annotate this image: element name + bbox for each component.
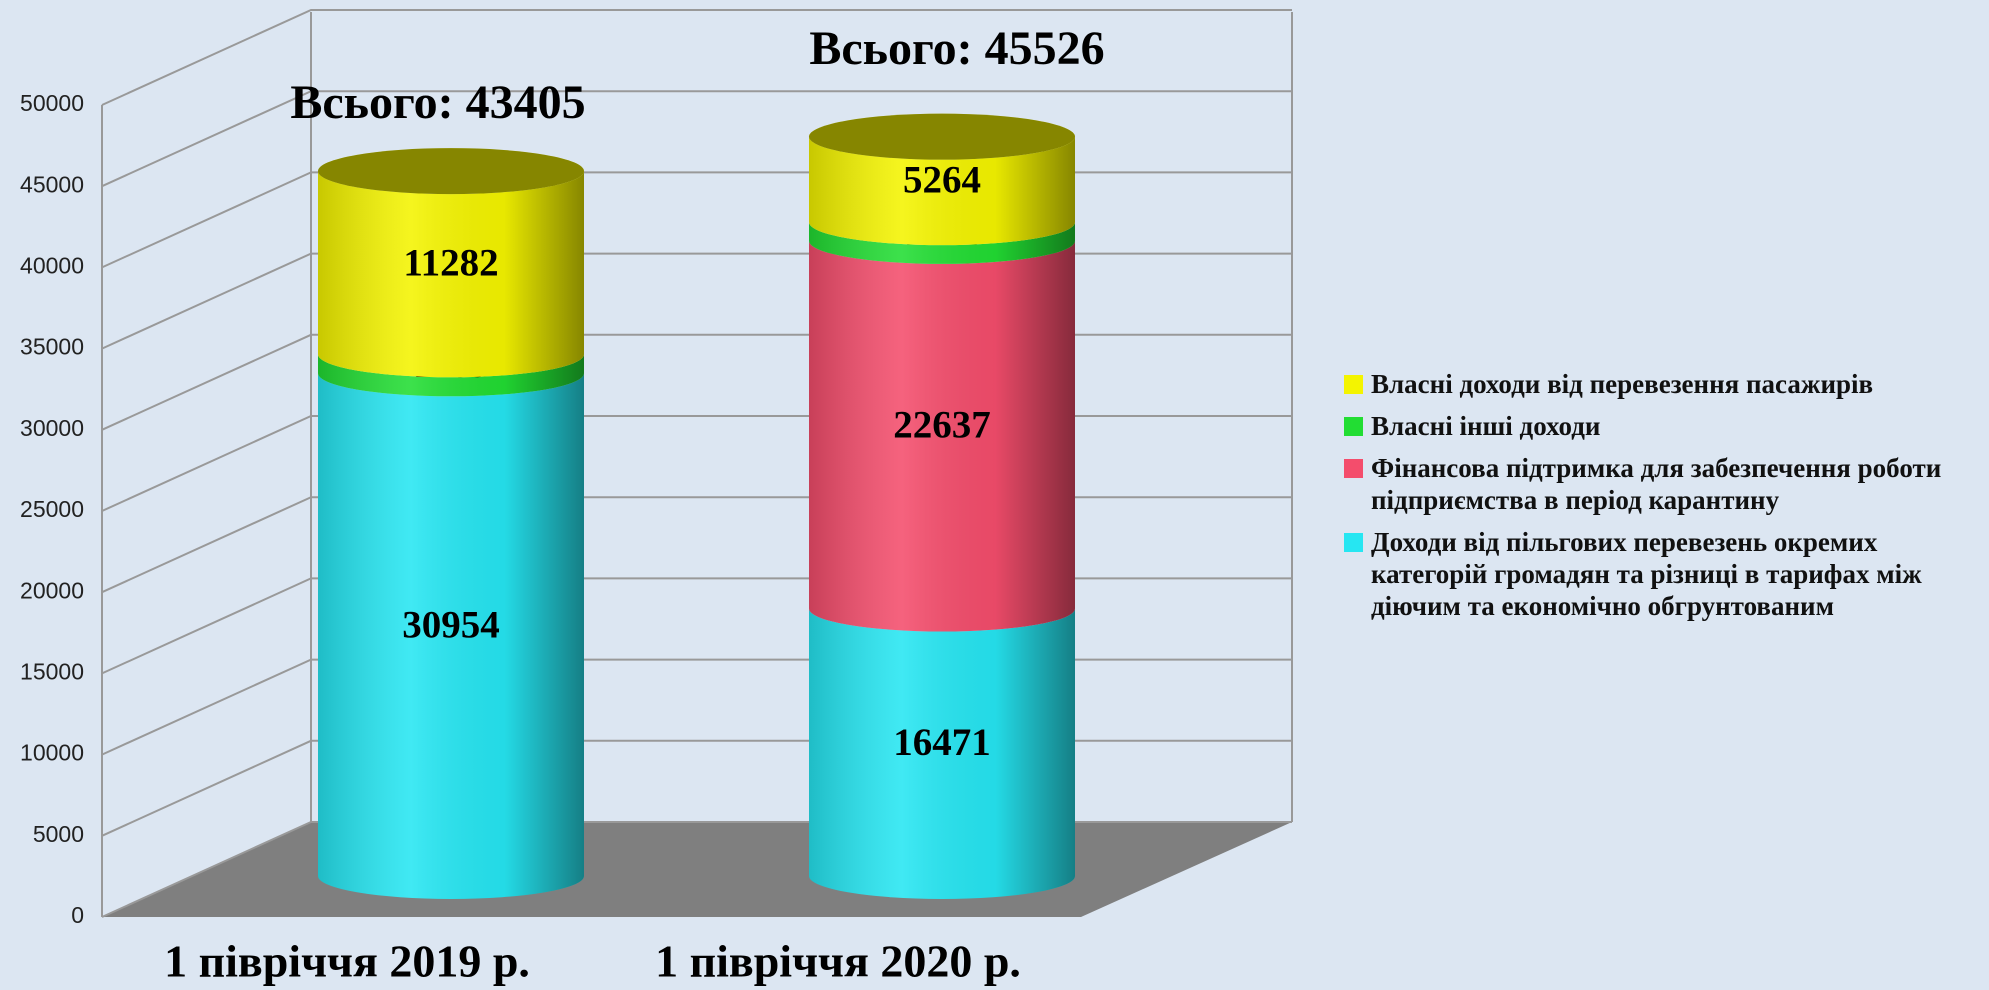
- bar-shading: [318, 171, 584, 378]
- y-tick-label: 25000: [20, 496, 84, 522]
- value-label: 22637: [893, 404, 991, 447]
- value-label: 30954: [402, 604, 500, 647]
- x-tick-label: 1 півріччя 2020 р.: [655, 936, 1021, 987]
- y-tick-label: 5000: [33, 821, 84, 847]
- legend-item: Власні інші доходи: [1344, 410, 1984, 442]
- legend-item: Власні доходи від перевезення пасажирів: [1344, 368, 1984, 400]
- legend-swatch: [1344, 375, 1363, 394]
- grid-line: [101, 90, 1292, 188]
- bar-shading: [809, 608, 1075, 899]
- legend-item: Фінансова підтримка для забезпечення роб…: [1344, 452, 1984, 516]
- grid-line: [101, 9, 1292, 106]
- bar-shading: [809, 240, 1075, 632]
- bar-shading: [318, 373, 584, 899]
- legend-swatch: [1344, 533, 1363, 552]
- y-tick-label: 10000: [20, 740, 84, 766]
- y-tick-label: 45000: [20, 171, 84, 197]
- bar-top: [318, 148, 584, 195]
- legend-swatch: [1344, 459, 1363, 478]
- y-tick-label: 35000: [20, 334, 84, 360]
- bar-top: [809, 113, 1075, 160]
- y-tick-label: 20000: [20, 577, 84, 603]
- value-label: 5264: [903, 158, 981, 201]
- value-label: 16471: [893, 721, 991, 764]
- x-tick-label: 1 півріччя 2019 р.: [164, 936, 530, 987]
- y-tick-label: 50000: [20, 90, 84, 116]
- legend-label: Доходи від пільгових перевезень окремих …: [1371, 527, 1922, 621]
- y-tick-label: 0: [71, 902, 84, 928]
- axes-frame: [101, 12, 1293, 917]
- legend-label: Власні доходи від перевезення пасажирів: [1371, 369, 1874, 399]
- annotation: Всього: 45526: [809, 22, 1104, 75]
- legend-label: Власні інші доходи: [1371, 411, 1601, 441]
- value-label: 11282: [403, 242, 498, 285]
- legend-item: Доходи від пільгових перевезень окремих …: [1344, 526, 1984, 622]
- legend-swatch: [1344, 417, 1363, 436]
- bar-shading: [809, 222, 1075, 264]
- bar-shading: [809, 136, 1075, 246]
- bar-top-shade: [318, 148, 584, 195]
- bar-shading: [318, 354, 584, 397]
- y-tick-label: 30000: [20, 415, 84, 441]
- bar-top-shade: [809, 113, 1075, 160]
- legend: Власні доходи від перевезення пасажирів В…: [1344, 368, 1984, 632]
- annotation: Всього: 43405: [290, 76, 585, 129]
- y-tick-label: 15000: [20, 658, 84, 684]
- legend-label: Фінансова підтримка для забезпечення роб…: [1371, 453, 1942, 515]
- y-tick-label: 40000: [20, 252, 84, 278]
